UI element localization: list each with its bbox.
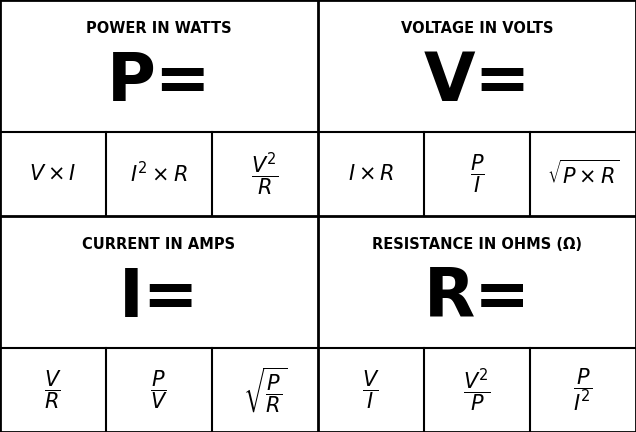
Text: CURRENT IN AMPS: CURRENT IN AMPS	[83, 238, 235, 252]
Text: $I^{2} \times R$: $I^{2} \times R$	[130, 161, 188, 187]
Text: $\sqrt{P \times R}$: $\sqrt{P \times R}$	[547, 160, 619, 188]
Text: $\sqrt{\dfrac{P}{R}}$: $\sqrt{\dfrac{P}{R}}$	[243, 365, 287, 415]
Text: $\dfrac{V^{2}}{R}$: $\dfrac{V^{2}}{R}$	[251, 150, 279, 198]
Text: $\dfrac{V^{2}}{P}$: $\dfrac{V^{2}}{P}$	[463, 366, 491, 414]
Text: $V \times I$: $V \times I$	[29, 164, 77, 184]
Text: V=: V=	[424, 49, 530, 114]
Text: $I \times R$: $I \times R$	[348, 164, 394, 184]
Text: POWER IN WATTS: POWER IN WATTS	[86, 22, 232, 36]
Text: $\dfrac{P}{I}$: $\dfrac{P}{I}$	[470, 152, 484, 195]
Text: $\dfrac{P}{I^{2}}$: $\dfrac{P}{I^{2}}$	[573, 367, 593, 413]
Text: $\dfrac{P}{V}$: $\dfrac{P}{V}$	[150, 368, 168, 411]
Text: $\dfrac{V}{R}$: $\dfrac{V}{R}$	[45, 368, 62, 411]
Text: I=: I=	[119, 265, 199, 330]
Text: P=: P=	[107, 49, 211, 114]
Text: RESISTANCE IN OHMS (Ω): RESISTANCE IN OHMS (Ω)	[372, 238, 582, 252]
Text: R=: R=	[424, 265, 530, 330]
Text: VOLTAGE IN VOLTS: VOLTAGE IN VOLTS	[401, 22, 553, 36]
Text: $\dfrac{V}{I}$: $\dfrac{V}{I}$	[363, 368, 380, 411]
